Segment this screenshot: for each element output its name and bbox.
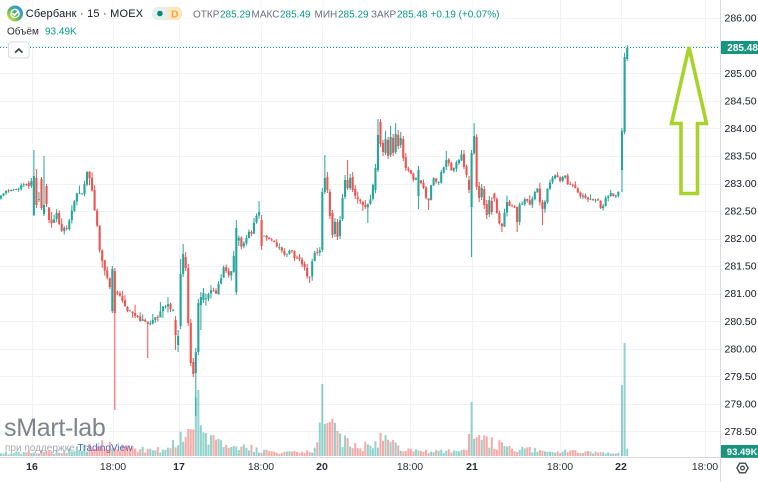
svg-text:283.00: 283.00	[725, 178, 757, 190]
svg-text:ОТКР: ОТКР	[193, 10, 220, 21]
svg-text:D: D	[171, 9, 178, 20]
svg-text:284.00: 284.00	[725, 123, 757, 135]
svg-text:281.50: 281.50	[725, 261, 757, 273]
svg-text:Объём: Объём	[7, 26, 39, 38]
svg-text:sMart-lab: sMart-lab	[4, 414, 106, 442]
svg-text:93.49K: 93.49K	[45, 27, 77, 38]
svg-text:Сбербанк · 15 · MOEX: Сбербанк · 15 · MOEX	[26, 8, 144, 20]
svg-text:284.50: 284.50	[725, 95, 757, 107]
svg-text:18:00: 18:00	[692, 461, 718, 473]
svg-text:285.48: 285.48	[727, 43, 758, 54]
svg-text:18:00: 18:00	[547, 461, 573, 473]
svg-text:18:00: 18:00	[397, 461, 423, 473]
svg-text:283.50: 283.50	[725, 150, 757, 162]
svg-text:279.50: 279.50	[725, 371, 757, 383]
svg-text:279.00: 279.00	[725, 398, 757, 410]
svg-text:16: 16	[26, 461, 38, 473]
svg-text:18:00: 18:00	[100, 461, 126, 473]
svg-text:18:00: 18:00	[248, 461, 274, 473]
svg-text:282.50: 282.50	[725, 206, 757, 218]
svg-text:286.00: 286.00	[725, 13, 757, 25]
svg-text:МАКС: МАКС	[252, 10, 280, 21]
svg-text:22: 22	[615, 461, 627, 473]
svg-text:285.00: 285.00	[725, 68, 757, 80]
svg-text:МИН: МИН	[315, 10, 338, 21]
svg-text:+0.19 (+0.07%): +0.19 (+0.07%)	[431, 10, 500, 21]
svg-text:21: 21	[466, 461, 478, 473]
svg-text:285.29: 285.29	[338, 10, 369, 21]
svg-text:280.00: 280.00	[725, 343, 757, 355]
svg-text:281.00: 281.00	[725, 288, 757, 300]
svg-text:282.00: 282.00	[725, 233, 757, 245]
svg-text:285.48: 285.48	[397, 10, 428, 21]
svg-text:278.50: 278.50	[725, 426, 757, 438]
svg-text:93.49K: 93.49K	[727, 447, 758, 458]
svg-text:280.50: 280.50	[725, 316, 757, 328]
svg-text:285.29: 285.29	[220, 10, 251, 21]
svg-text:285.49: 285.49	[280, 10, 311, 21]
svg-text:17: 17	[173, 461, 185, 473]
svg-text:20: 20	[316, 461, 328, 473]
svg-text:ЗАКР: ЗАКР	[371, 10, 397, 21]
